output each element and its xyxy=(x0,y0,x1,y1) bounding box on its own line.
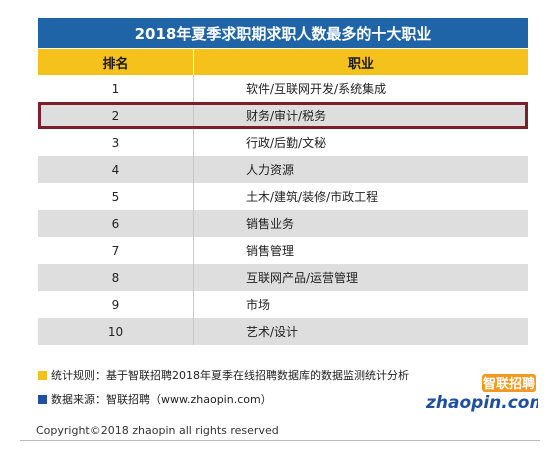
rank-cell: 8 xyxy=(38,264,194,291)
job-cell: 软件/互联网开发/系统集成 xyxy=(246,82,387,96)
table-row: 5 土木/建筑/装修/市政工程 xyxy=(38,183,528,210)
header-rank: 排名 xyxy=(38,49,194,75)
bottom-divider xyxy=(20,440,540,441)
rank-cell: 3 xyxy=(38,129,194,156)
rank-cell: 9 xyxy=(38,291,194,318)
blue-square-icon xyxy=(38,394,47,404)
job-cell: 人力资源 xyxy=(246,163,295,177)
ranking-table: 排名 职业 1 软件/互联网开发/系统集成 2 财务/审计/税务 3 行政/后勤/文秘 4 人… xyxy=(38,49,528,345)
rank-cell: 4 xyxy=(38,156,194,183)
header-job: 职业 xyxy=(347,56,374,72)
table-row: 3 行政/后勤/文秘 xyxy=(38,129,528,156)
job-cell: 土木/建筑/装修/市政工程 xyxy=(246,190,379,204)
table-row: 8 互联网产品/运营管理 xyxy=(38,264,528,291)
data-source-note: 数据来源：智联招聘（www.zhaopin.com） xyxy=(38,390,409,408)
rank-cell: 7 xyxy=(38,237,194,264)
logo-cn: 智联招聘 xyxy=(483,376,535,392)
stats-rule-text: 统计规则：基于智联招聘2018年夏季在线招聘数据库的数据监测统计分析 xyxy=(51,369,409,382)
table-row: 10 艺术/设计 xyxy=(38,318,528,345)
table-row: 6 销售业务 xyxy=(38,210,528,237)
table-row: 4 人力资源 xyxy=(38,156,528,183)
job-cell: 行政/后勤/文秘 xyxy=(246,136,327,150)
rank-cell: 2 xyxy=(38,102,194,129)
zhaopin-logo: 智联招聘 zhaopin.com xyxy=(425,374,538,413)
job-cell: 财务/审计/税务 xyxy=(246,109,327,123)
rank-cell: 1 xyxy=(38,75,194,102)
job-cell: 销售管理 xyxy=(246,244,295,258)
job-cell: 艺术/设计 xyxy=(246,325,299,339)
table-header: 排名 职业 xyxy=(38,49,528,75)
yellow-square-icon xyxy=(38,370,47,380)
job-cell: 市场 xyxy=(246,298,271,312)
table-row: 7 销售管理 xyxy=(38,237,528,264)
table-title: 2018年夏季求职期求职人数最多的十大职业 xyxy=(38,18,528,48)
stats-rule-note: 统计规则：基于智联招聘2018年夏季在线招聘数据库的数据监测统计分析 xyxy=(38,366,409,384)
table-row: 2 财务/审计/税务 xyxy=(38,102,528,129)
rank-cell: 6 xyxy=(38,210,194,237)
logo-en: zhaopin.com xyxy=(425,393,538,413)
rank-cell: 5 xyxy=(38,183,194,210)
copyright: Copyright©2018 zhaopin all rights reserv… xyxy=(36,424,279,437)
job-cell: 互联网产品/运营管理 xyxy=(246,271,359,285)
rank-cell: 10 xyxy=(38,318,194,345)
data-source-text: 数据来源：智联招聘（www.zhaopin.com） xyxy=(51,393,272,406)
table-row: 9 市场 xyxy=(38,291,528,318)
notes: 统计规则：基于智联招聘2018年夏季在线招聘数据库的数据监测统计分析 数据来源：… xyxy=(38,366,409,414)
table-row: 1 软件/互联网开发/系统集成 xyxy=(38,75,528,102)
job-cell: 销售业务 xyxy=(246,217,295,231)
table-body: 1 软件/互联网开发/系统集成 2 财务/审计/税务 3 行政/后勤/文秘 4 人力资源 5 土木… xyxy=(38,75,528,345)
